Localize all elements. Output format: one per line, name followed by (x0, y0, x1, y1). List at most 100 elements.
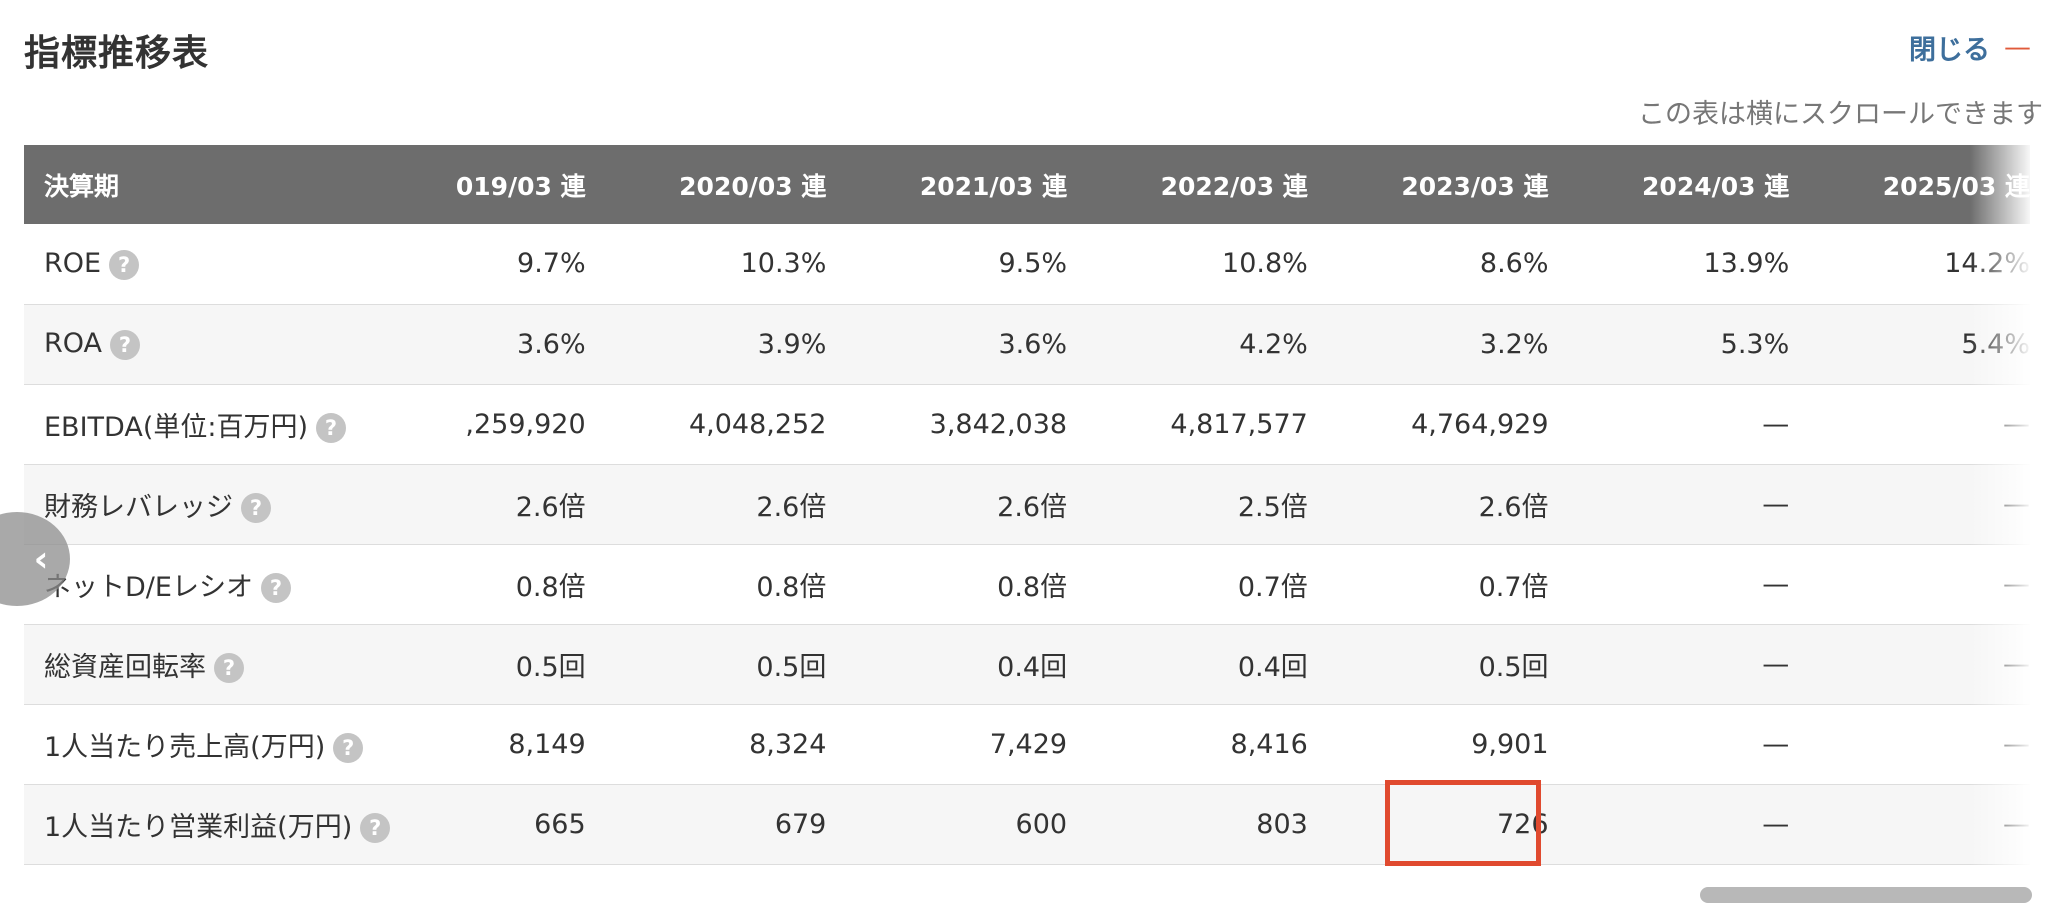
table-cell: 9,901 (1471, 728, 1549, 760)
table-cell: 0.8倍 (756, 571, 827, 603)
table-cell: — (1762, 808, 1790, 840)
table-cell: 600 (1015, 808, 1068, 840)
header-label: 決算期 (44, 171, 120, 201)
header-period: 2021/03 連 (919, 171, 1068, 201)
table-row: 1人当たり営業利益(万円)? 665 679 600 803 726 — — (24, 784, 2030, 864)
table-cell: 9.7% (517, 248, 586, 280)
page-title: 指標推移表 (24, 33, 210, 74)
row-label-text: EBITDA(単位:百万円) (44, 411, 308, 443)
table-cell: 5.3% (1720, 328, 1790, 360)
table-cell: 0.8倍 (997, 571, 1068, 603)
table-cell: 4.2% (1239, 328, 1308, 360)
table-cell: 9.5% (998, 248, 1068, 280)
row-label-text: 1人当たり営業利益(万円) (44, 811, 353, 843)
table-cell: 0.5回 (1478, 651, 1549, 683)
table-cell: — (1762, 648, 1790, 680)
table-cell: — (2003, 568, 2030, 600)
header-period: 2022/03 連 (1160, 171, 1308, 201)
table-cell: 2.6倍 (1478, 491, 1549, 523)
table-row: 財務レバレッジ? 2.6倍 2.6倍 2.6倍 2.5倍 2.6倍 — — (24, 464, 2030, 544)
row-label-text: 財務レバレッジ (44, 491, 233, 523)
table-cell: 0.5回 (515, 651, 586, 683)
table-cell: 0.4回 (997, 651, 1068, 683)
table-cell: 4,764,929 (1411, 408, 1549, 440)
row-label: 財務レバレッジ? (24, 464, 415, 544)
table-cell: 0.7倍 (1478, 571, 1549, 603)
chevron-left-icon: ‹ (33, 538, 49, 580)
help-icon[interactable]: ? (109, 249, 140, 280)
help-icon[interactable]: ? (110, 329, 141, 360)
row-label-text: ROE (44, 248, 102, 279)
table-cell: — (1762, 408, 1790, 440)
header-period: 2024/03 連 (1642, 171, 1790, 201)
table-cell: 2.6倍 (515, 491, 586, 523)
row-label: 1人当たり売上高(万円)? (24, 704, 415, 784)
row-label: ネットD/Eレシオ? (24, 544, 415, 624)
table-cell: 3.6% (517, 328, 586, 360)
table-cell: 4,817,577 (1170, 408, 1308, 440)
table-row: 1人当たり売上高(万円)? 8,149 8,324 7,429 8,416 9,901 — — (24, 704, 2030, 784)
table-cell: 13.9% (1703, 248, 1790, 280)
row-label-text: 総資産回転率 (44, 651, 206, 683)
table-cell: 10.3% (740, 248, 827, 280)
help-icon[interactable]: ? (260, 573, 291, 603)
table-cell: 3.2% (1479, 328, 1549, 360)
table-row: EBITDA(単位:百万円)? ,259,920 4,048,252 3,842,03… (24, 384, 2030, 464)
table-cell: — (2003, 408, 2030, 440)
table-header-row: 決算期 019/03 連 2020/03 連 2021/03 連 2022/03… (24, 145, 2030, 224)
header-period: 019/03 連 (455, 171, 586, 201)
table-cell: 803 (1256, 808, 1308, 840)
table-cell: 0.7倍 (1237, 571, 1308, 603)
row-label-text: ROA (44, 328, 103, 360)
table-cell: — (2003, 488, 2030, 520)
table-cell: 14.2% (1944, 248, 2030, 280)
row-label: EBITDA(単位:百万円)? (24, 384, 415, 464)
table-cell: 8,416 (1230, 728, 1308, 760)
table-cell: — (1762, 728, 1790, 760)
table-row: ネットD/Eレシオ? 0.8倍 0.8倍 0.8倍 0.7倍 0.7倍 — — (24, 544, 2030, 624)
indicator-table-scroll-area[interactable]: 決算期 019/03 連 2020/03 連 2021/03 連 2022/03… (24, 145, 2030, 867)
help-icon[interactable]: ? (241, 493, 271, 523)
table-cell: 3.6% (998, 328, 1068, 360)
indicator-table: 決算期 019/03 連 2020/03 連 2021/03 連 2022/03… (24, 145, 2030, 865)
table-cell: — (2003, 648, 2030, 680)
table-cell: 3.9% (757, 328, 827, 360)
row-label: 1人当たり営業利益(万円)? (24, 784, 415, 864)
help-icon[interactable]: ? (214, 653, 244, 683)
table-cell: 679 (774, 808, 827, 840)
table-cell: 10.8% (1222, 248, 1308, 280)
table-cell: — (2003, 728, 2030, 760)
table-cell: 0.8倍 (515, 571, 586, 603)
header-period: 2025/03 連 (1882, 171, 2030, 201)
row-label-text: ネットD/Eレシオ (44, 571, 253, 603)
close-button[interactable]: 閉じる — (1909, 28, 2031, 67)
table-cell: 665 (534, 808, 586, 840)
table-cell: 8.6% (1479, 248, 1549, 280)
table-cell: 726 (1496, 808, 1549, 840)
help-icon[interactable]: ? (333, 733, 364, 763)
table-cell: 2.6倍 (756, 491, 827, 523)
table-cell: 0.5回 (756, 651, 827, 683)
collapse-icon: — (2004, 32, 2031, 63)
help-icon[interactable]: ? (360, 813, 391, 843)
table-cell: 2.6倍 (997, 491, 1068, 523)
table-cell: — (1762, 488, 1790, 520)
horizontal-scrollbar[interactable] (1700, 887, 2032, 903)
table-row: ROE? 9.7% 10.3% 9.5% 10.8% 8.6% 13.9% 14.2% (24, 224, 2030, 304)
close-label: 閉じる (1909, 35, 1990, 66)
help-icon[interactable]: ? (316, 413, 346, 443)
header-period: 2020/03 連 (679, 171, 827, 201)
table-cell: ,259,920 (465, 408, 586, 440)
table-cell: 7,429 (989, 728, 1068, 760)
table-row: 総資産回転率? 0.5回 0.5回 0.4回 0.4回 0.5回 — — (24, 624, 2030, 704)
row-label: ROA? (24, 304, 415, 384)
table-cell: — (1762, 568, 1790, 600)
table-cell: 3,842,038 (929, 408, 1068, 440)
table-cell: 8,324 (749, 728, 827, 760)
row-label: ROE? (24, 224, 415, 304)
table-cell: 0.4回 (1237, 651, 1308, 683)
row-label: 総資産回転率? (24, 624, 415, 704)
row-label-text: 1人当たり売上高(万円) (44, 731, 326, 763)
table-row: ROA? 3.6% 3.9% 3.6% 4.2% 3.2% 5.3% 5.4% (24, 304, 2030, 384)
